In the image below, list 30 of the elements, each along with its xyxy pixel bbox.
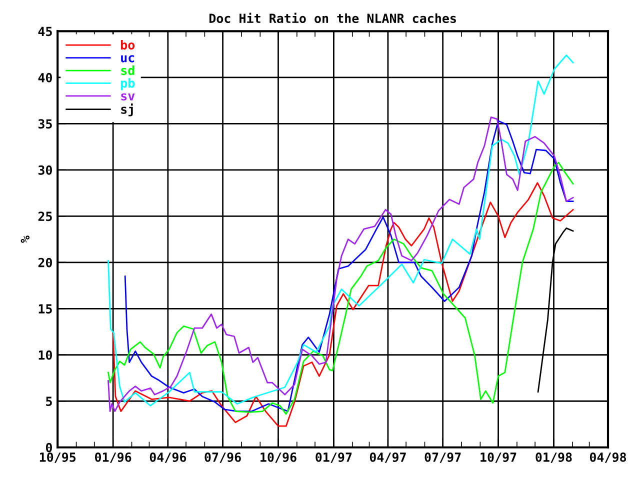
- x-tick-label: 07/96: [204, 452, 241, 463]
- x-tick-label: 01/98: [536, 452, 572, 463]
- x-tick-label: 10/96: [260, 452, 296, 463]
- x-tick-label: 10/95: [40, 452, 76, 463]
- y-tick-label: 45: [38, 26, 52, 36]
- legend-label: sd: [121, 65, 134, 76]
- y-tick-label: 15: [38, 304, 52, 314]
- y-tick-label: 0: [46, 442, 52, 452]
- y-tick-label: 40: [38, 72, 52, 82]
- y-tick-label: 35: [38, 119, 52, 129]
- x-tick-label: 10/97: [480, 452, 516, 463]
- y-tick-label: 30: [38, 165, 52, 175]
- x-tick-label: 07/97: [424, 452, 461, 463]
- legend-label: sj: [121, 104, 133, 116]
- legend-label: pb: [121, 78, 135, 90]
- x-tick-label: 01/97: [316, 452, 352, 463]
- line-series: [108, 54, 574, 406]
- x-tick-label: 04/98: [590, 452, 626, 463]
- y-tick-label: 10: [38, 350, 52, 360]
- y-tick-label: 25: [38, 212, 52, 222]
- legend-label: bo: [121, 40, 135, 50]
- y-tick-label: 5: [46, 396, 52, 406]
- x-tick-label: 01/96: [95, 452, 132, 463]
- y-tick-label: 20: [38, 258, 52, 268]
- x-tick-label: 04/96: [150, 452, 186, 463]
- chart-title: Doc Hit Ratio on the NLANR caches: [209, 12, 456, 24]
- legend-label: uc: [121, 55, 134, 62]
- x-tick-label: 04/97: [370, 452, 406, 463]
- y-axis-title: %: [20, 236, 30, 243]
- legend-label: sv: [121, 93, 135, 101]
